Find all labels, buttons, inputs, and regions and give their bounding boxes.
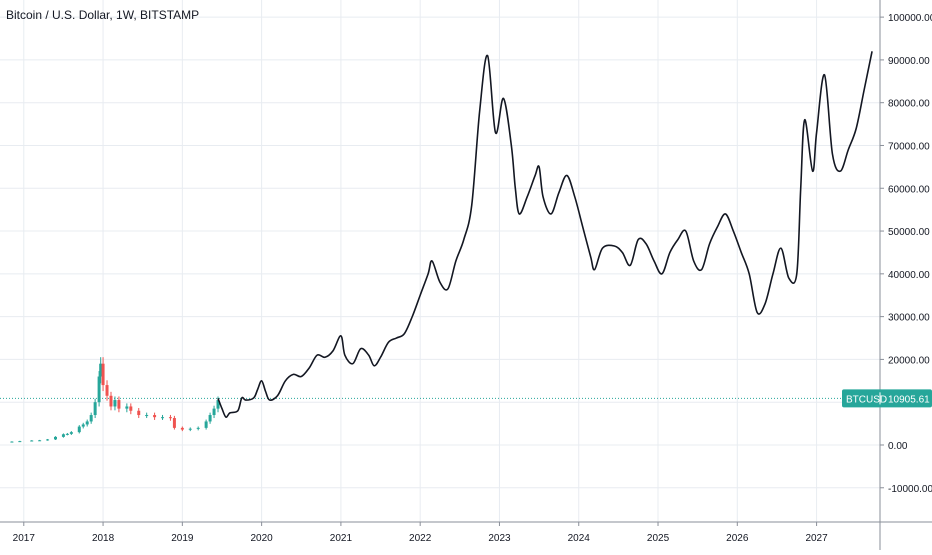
candle-body: [153, 415, 157, 418]
badge-price-label: 10905.61: [888, 394, 930, 405]
candle-body: [145, 415, 149, 417]
badge-background: [842, 389, 932, 408]
candle-body: [38, 440, 42, 442]
candle-body: [212, 408, 216, 416]
projection-line: [217, 51, 873, 419]
candle-body: [81, 424, 85, 427]
y-tick-label: 40000.00: [888, 270, 930, 281]
x-tick-label: 2022: [409, 533, 432, 544]
candle-body: [46, 439, 50, 441]
candle-body: [53, 436, 57, 440]
y-tick-label: 50000.00: [888, 227, 930, 238]
candle-body: [113, 400, 117, 407]
candle-body: [204, 421, 208, 428]
x-tick-label: 2020: [250, 533, 273, 544]
candle-body: [99, 363, 103, 377]
candle-body: [85, 421, 89, 425]
candle-body: [10, 441, 14, 443]
candle-body: [180, 427, 184, 430]
candle-body: [161, 417, 165, 419]
x-tick-label: 2024: [568, 533, 591, 544]
x-tick-label: 2023: [488, 533, 511, 544]
candle-body: [77, 426, 81, 433]
candle-body: [18, 441, 22, 443]
candle-body: [129, 406, 133, 411]
y-tick-label: -10000.00: [888, 484, 932, 495]
candle-body: [188, 428, 192, 430]
y-tick-label: 30000.00: [888, 313, 930, 324]
candle-body: [65, 433, 69, 435]
candle-body: [125, 406, 129, 409]
candle-body: [172, 418, 176, 428]
candle-body: [117, 400, 121, 409]
candle-body: [216, 400, 220, 409]
candle-body: [69, 432, 73, 434]
x-tick-label: 2021: [330, 533, 353, 544]
candle-body: [61, 434, 65, 437]
candle-body: [97, 376, 101, 403]
series-layer: [0, 51, 880, 443]
candle-body: [168, 417, 172, 419]
x-tick-label: 2018: [92, 533, 115, 544]
y-tick-label: 0.00: [888, 441, 908, 452]
badge-symbol-label: BTCUSD: [846, 394, 887, 405]
candle-body: [105, 385, 109, 396]
y-tick-label: 100000.00: [888, 13, 932, 24]
candle-body: [93, 402, 97, 416]
y-tick-label: 60000.00: [888, 184, 930, 195]
x-tick-label: 2025: [647, 533, 670, 544]
chart-title: Bitcoin / U.S. Dollar, 1W, BITSTAMP: [6, 8, 200, 22]
x-tick-label: 2017: [13, 533, 36, 544]
y-tick-label: 70000.00: [888, 141, 930, 152]
x-tick-label: 2026: [726, 533, 749, 544]
candle-body: [89, 415, 93, 422]
x-tick-label: 2027: [805, 533, 828, 544]
y-tick-label: 90000.00: [888, 56, 930, 67]
candle-body: [208, 415, 212, 422]
candle-body: [109, 395, 113, 407]
candle-body: [137, 410, 141, 416]
candle-body: [101, 363, 105, 386]
candle-body: [30, 440, 34, 442]
candle-body: [196, 427, 200, 429]
grid-lines: [0, 0, 880, 522]
y-tick-label: 80000.00: [888, 99, 930, 110]
x-tick-label: 2019: [171, 533, 194, 544]
price-badge: BTCUSD 10905.61: [842, 389, 932, 408]
y-tick-label: 20000.00: [888, 355, 930, 366]
